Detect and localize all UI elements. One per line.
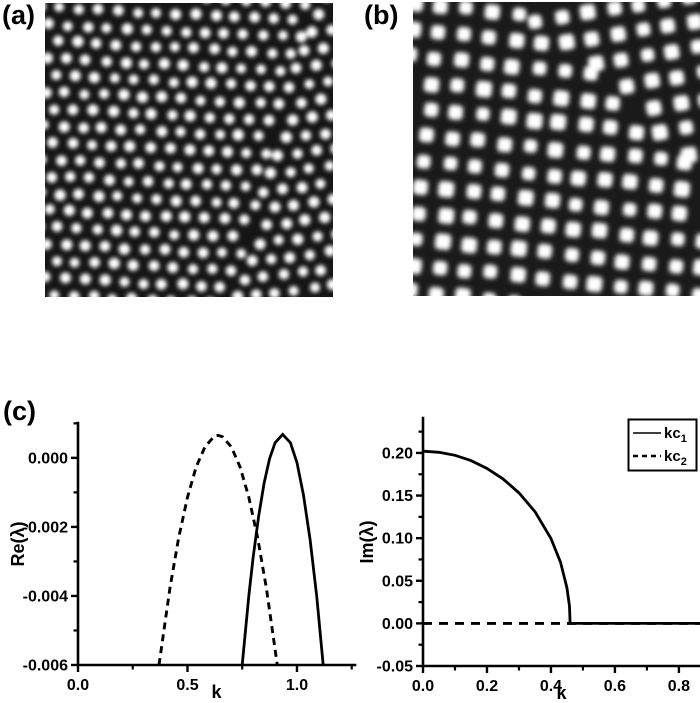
x-tick-label: 0.4 (540, 678, 562, 695)
chart-im-lambda-vs-k: 0.0 0.2 0.4 0.6 0.8 0.20 0.15 0.10 0.05 0.00 -0.05… (357, 416, 700, 703)
panel-b-label: (b) (364, 0, 399, 30)
hexagonal-pattern-image (45, 3, 333, 297)
y-axis-label: Re(λ) (8, 521, 28, 566)
axes (76, 421, 357, 667)
series-kc1 (240, 432, 325, 666)
y-tick-label: -0.002 (23, 519, 68, 536)
y-tick-label: 0.15 (382, 488, 413, 505)
y-tick-label: 0.10 (382, 531, 413, 548)
x-axis-label: k (556, 683, 567, 703)
y-tick-label: -0.05 (377, 659, 414, 676)
x-tick-label: 0.2 (476, 678, 498, 695)
y-tick-label: 0.20 (382, 445, 413, 462)
x-axis-label: k (211, 682, 222, 702)
y-tick-label: 0.00 (382, 616, 413, 633)
y-tick-label: 0.000 (28, 450, 68, 467)
x-tick-label: 0.0 (67, 677, 89, 694)
series-kc2 (157, 433, 279, 666)
square-pattern-image (413, 2, 700, 296)
x-tick-label: 1.0 (286, 677, 308, 694)
panel-c-label: (c) (3, 396, 36, 426)
y-tick-label: -0.006 (23, 658, 68, 675)
legend-box (627, 418, 698, 472)
x-tick-label: 0.5 (176, 677, 198, 694)
x-tick-label: 0.8 (668, 678, 690, 695)
pattern-dots (413, 2, 700, 296)
pattern-dots (45, 3, 333, 297)
y-tick-label: 0.05 (382, 573, 413, 590)
panel-a-label: (a) (2, 0, 35, 30)
chart-re-lambda-vs-k: 0.0 0.5 1.0 0.000 -0.002 -0.004 -0.006 k Re(λ) (8, 421, 357, 702)
x-tick-label: 0.0 (412, 678, 434, 695)
y-axis-label: Im(λ) (357, 520, 377, 563)
series-kc1 (422, 449, 700, 625)
x-tick-label: 0.6 (604, 678, 626, 695)
y-tick-label: -0.004 (23, 588, 68, 605)
